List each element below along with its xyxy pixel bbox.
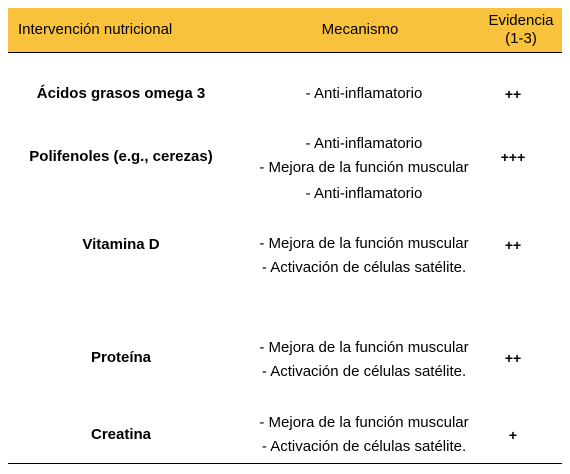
mechanism-line: - Activación de células satélite. <box>261 259 467 276</box>
row-mechanism-polifenoles: - Anti-inflamatorio - Mejora de la funci… <box>204 132 524 180</box>
header-intervention: Intervención nutricional <box>18 21 173 38</box>
row-evidence-creatina: + <box>508 427 518 443</box>
mechanism-line: - Mejora de la función muscular <box>259 159 469 176</box>
table-bottom-border <box>8 463 562 464</box>
mechanism-line: - Mejora de la función muscular <box>259 235 469 252</box>
row-name-omega3: Ácidos grasos omega 3 <box>36 85 206 102</box>
row-name-vitamina-d: Vitamina D <box>82 236 160 253</box>
table-header: Intervención nutricional Mecanismo Evide… <box>8 8 562 53</box>
header-evidence-scale: (1-3) <box>505 30 537 47</box>
row-evidence-proteina: ++ <box>504 350 522 366</box>
row-mechanism-creatina: - Mejora de la función muscular - Activa… <box>204 411 524 459</box>
row-evidence-polifenoles: +++ <box>500 149 526 165</box>
nutrition-table: Intervención nutricional Mecanismo Evide… <box>8 8 562 464</box>
mechanism-line: - Mejora de la función muscular <box>259 414 469 431</box>
row-mechanism-proteina: - Mejora de la función muscular - Activa… <box>204 336 524 384</box>
row-evidence-vitamina-d: ++ <box>504 237 522 253</box>
row-mechanism-vitamina-d: - Anti-inflamatorio - Mejora de la funci… <box>204 182 524 280</box>
mechanism-line: - Anti-inflamatorio <box>305 135 423 152</box>
mechanism-line: - Activación de células satélite. <box>261 363 467 380</box>
mechanism-line: - Activación de células satélite. <box>261 438 467 455</box>
row-evidence-omega3: ++ <box>504 86 522 102</box>
header-evidence-label: Evidencia <box>488 12 554 29</box>
row-mechanism-omega3: - Anti-inflamatorio <box>204 82 524 106</box>
header-evidence: Evidencia (1-3) <box>480 8 562 52</box>
header-mechanism: Mecanismo <box>321 21 399 38</box>
mechanism-line: - Anti-inflamatorio <box>305 85 423 102</box>
row-name-proteina: Proteína <box>90 349 151 366</box>
row-name-polifenoles: Polifenoles (e.g., cerezas) <box>29 148 213 165</box>
row-name-creatina: Creatina <box>90 426 152 443</box>
mechanism-line: - Mejora de la función muscular <box>259 339 469 356</box>
mechanism-gap <box>204 206 524 232</box>
mechanism-line: - Anti-inflamatorio <box>305 185 423 202</box>
